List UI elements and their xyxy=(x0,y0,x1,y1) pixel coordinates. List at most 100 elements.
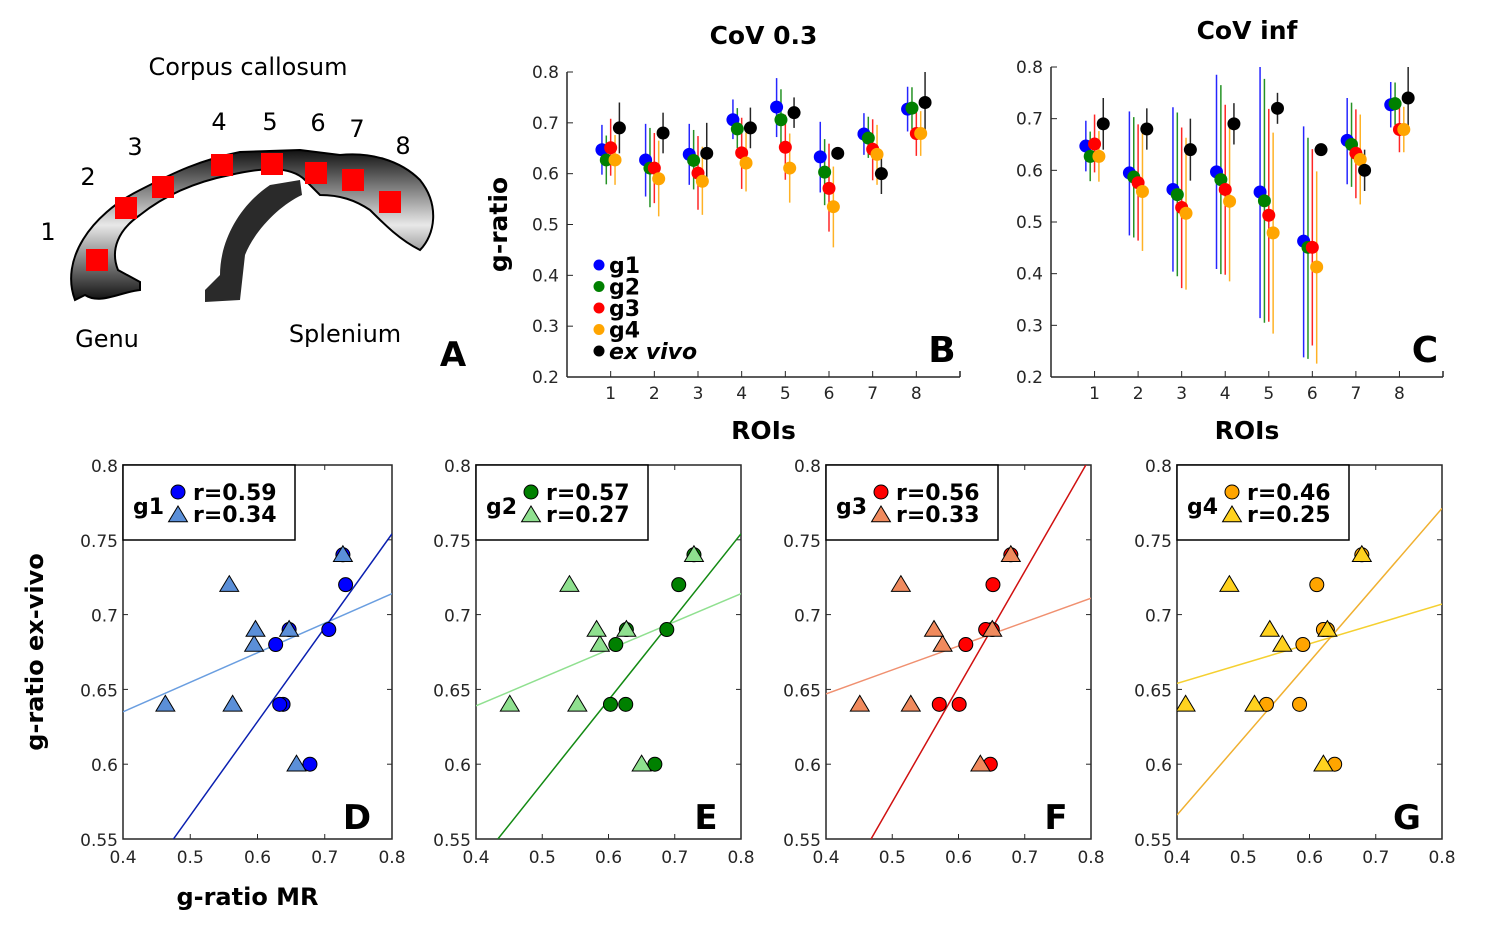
legend-box xyxy=(122,464,296,541)
y-axis-label: g-ratio xyxy=(484,177,513,272)
x-tick-label: 2 xyxy=(1133,384,1144,404)
data-point-circle xyxy=(268,637,284,653)
data-point-g4 xyxy=(652,172,666,186)
x-tick-label: 0.8 xyxy=(1428,848,1455,868)
data-point-circle xyxy=(659,622,675,638)
plot-content xyxy=(1177,507,1442,816)
legend-marker-triangle xyxy=(1221,505,1243,523)
x-tick-label: 0.5 xyxy=(879,848,906,868)
roi-label-7: 7 xyxy=(349,115,364,143)
x-tick-label: 0.8 xyxy=(727,848,754,868)
legend-label-circles: r=0.57 xyxy=(546,481,630,506)
data-point-g4 xyxy=(1135,185,1149,199)
x-tick-label: 0.5 xyxy=(177,848,204,868)
roi-marker-5 xyxy=(261,153,283,175)
fit-line-triangles xyxy=(123,592,392,713)
roi-label-2: 2 xyxy=(80,163,95,191)
y-tick-label: 0.6 xyxy=(444,756,471,776)
y-tick-label: 0.75 xyxy=(433,532,471,552)
roi-label-1: 1 xyxy=(40,218,55,246)
data-point-triangle xyxy=(286,754,307,772)
panel-letter: B xyxy=(928,330,955,371)
roi-label-6: 6 xyxy=(310,109,325,137)
y-tick-label: 0.65 xyxy=(80,681,118,701)
data-point-ex-vivo xyxy=(831,146,845,160)
data-point-g2 xyxy=(687,153,701,167)
panel-letter: G xyxy=(1393,798,1421,838)
fit-line-circles xyxy=(1177,507,1442,816)
legend-label-circles: r=0.46 xyxy=(1247,481,1331,506)
data-point-circle xyxy=(338,577,354,593)
legend-marker-triangle xyxy=(520,505,542,523)
x-tick-label: 0.6 xyxy=(945,848,972,868)
data-point-g4 xyxy=(1353,152,1367,166)
data-point-ex-vivo xyxy=(918,96,932,109)
chart-title: CoV 0.3 xyxy=(710,21,818,50)
legend-label-triangles: r=0.34 xyxy=(193,503,277,528)
data-point-g4 xyxy=(914,127,928,141)
y-tick-label: 0.55 xyxy=(433,831,471,851)
data-point-g4 xyxy=(1397,123,1411,137)
x-tick-label: 0.7 xyxy=(1362,848,1389,868)
roi-marker-8 xyxy=(379,191,401,213)
data-point-circle xyxy=(272,696,288,712)
y-tick-label: 0.6 xyxy=(1016,161,1043,181)
roi-marker-3 xyxy=(152,176,174,198)
x-tick-label: 0.4 xyxy=(1163,848,1190,868)
data-point-g2 xyxy=(818,165,832,179)
data-point-circle xyxy=(671,577,687,593)
y-tick-label: 0.7 xyxy=(91,607,118,627)
data-point-ex-vivo xyxy=(1270,101,1284,115)
data-point-g2 xyxy=(861,131,875,145)
roi-label-8: 8 xyxy=(395,132,410,160)
y-tick-label: 0.8 xyxy=(532,63,559,83)
data-point-ex-vivo xyxy=(656,126,670,140)
data-point-triangle xyxy=(278,619,300,637)
data-point-ex-vivo xyxy=(612,121,626,135)
data-point-g4 xyxy=(783,161,797,175)
data-point-g2 xyxy=(1257,194,1271,208)
y-tick-label: 0.2 xyxy=(1016,368,1043,388)
x-tick-label: 7 xyxy=(1350,384,1361,404)
x-tick-label: 5 xyxy=(1263,384,1274,404)
y-tick-label: 0.8 xyxy=(794,457,821,477)
data-point-g4 xyxy=(739,156,753,170)
x-tick-label: 0.4 xyxy=(812,848,839,868)
data-point-triangle xyxy=(499,694,521,712)
data-point-g3 xyxy=(647,161,661,175)
corpus-callosum-shape xyxy=(70,148,435,302)
roi-label-4: 4 xyxy=(211,108,226,136)
data-point-g3 xyxy=(1088,137,1102,151)
data-point-g2 xyxy=(730,122,744,136)
y-tick-label: 0.6 xyxy=(1145,756,1172,776)
data-point-ex-vivo xyxy=(700,146,714,160)
data-point-g4 xyxy=(1223,194,1237,208)
data-point-triangle xyxy=(981,619,1003,637)
data-point-triangle xyxy=(683,544,705,563)
data-point-circle xyxy=(951,696,967,712)
roi-marker-4 xyxy=(211,154,233,176)
y-tick-label: 0.55 xyxy=(80,831,118,851)
data-point-triangle xyxy=(586,619,607,637)
fit-line-circles xyxy=(497,533,741,839)
data-point-circle xyxy=(1295,637,1311,653)
y-tick-label: 0.3 xyxy=(1016,316,1043,336)
legend-label-triangles: r=0.33 xyxy=(896,503,980,528)
data-point-triangle xyxy=(332,544,354,563)
data-point-g2 xyxy=(1214,173,1228,187)
data-point-triangle xyxy=(1244,694,1265,712)
legend-label-g4: g4 xyxy=(609,319,640,344)
data-point-g1 xyxy=(770,100,784,114)
roi-label-3: 3 xyxy=(127,133,142,161)
data-point-g4 xyxy=(826,200,840,214)
data-point-triangle xyxy=(1259,619,1281,637)
x-tick-label: 0.4 xyxy=(462,848,489,868)
legend-marker-g3 xyxy=(593,302,605,314)
data-point-g3 xyxy=(1262,208,1276,222)
x-tick-label: 0.8 xyxy=(1077,848,1104,868)
roi-marker-6 xyxy=(305,162,327,184)
data-point-triangle xyxy=(567,694,588,712)
data-point-ex-vivo xyxy=(1183,143,1197,157)
data-point-triangle xyxy=(218,574,240,592)
legend-label-circles: r=0.56 xyxy=(896,481,980,506)
